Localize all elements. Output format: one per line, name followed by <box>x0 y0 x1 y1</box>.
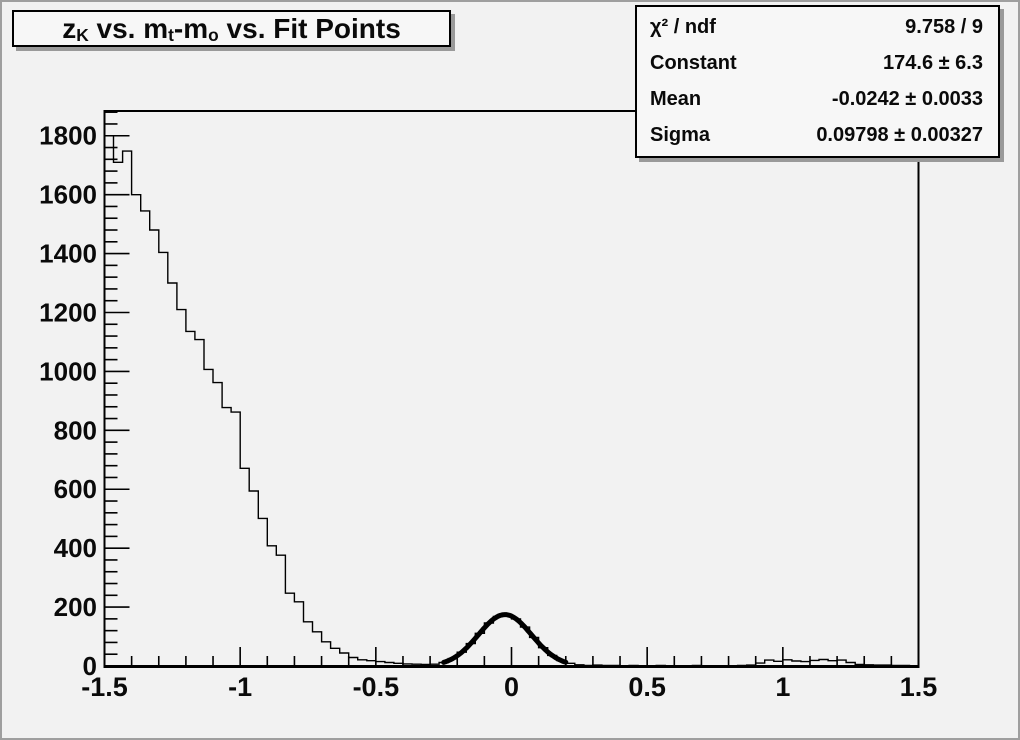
svg-text:1600: 1600 <box>39 180 97 210</box>
svg-text:200: 200 <box>54 592 97 622</box>
y-axis-labels: 0 200 400 600 800 1000 1200 1400 1600 1800 <box>39 121 97 681</box>
title-subscript-K: K <box>76 24 89 45</box>
svg-text:1: 1 <box>775 672 790 702</box>
fit-stats-box: χ² / ndf 9.758 / 9 Constant 174.6 ± 6.3 … <box>635 5 1000 158</box>
svg-text:1800: 1800 <box>39 121 97 151</box>
plot-frame <box>103 110 920 667</box>
stats-value-chi2: 9.758 / 9 <box>905 16 983 39</box>
svg-text:1.5: 1.5 <box>900 672 938 702</box>
stats-row-constant: Constant 174.6 ± 6.3 <box>637 52 998 75</box>
svg-text:800: 800 <box>54 415 97 445</box>
svg-text:-1: -1 <box>228 672 252 702</box>
svg-text:1400: 1400 <box>39 239 97 269</box>
stats-value-mean: -0.0242 ± 0.0033 <box>831 87 983 110</box>
stats-row-mean: Mean -0.0242 ± 0.0033 <box>637 88 998 111</box>
histogram-line <box>104 135 919 667</box>
title-subscript-t: t <box>168 24 174 45</box>
stats-label-chi2: χ² / ndf <box>650 16 716 39</box>
y-axis-ticks <box>105 111 130 667</box>
stats-label-sigma: Sigma <box>650 123 711 146</box>
svg-text:-0.5: -0.5 <box>353 672 400 702</box>
svg-text:1200: 1200 <box>39 297 97 327</box>
stats-row-sigma: Sigma 0.09798 ± 0.00327 <box>637 124 998 147</box>
stats-label-mean: Mean <box>650 87 702 110</box>
fit-curve <box>441 612 569 665</box>
stats-value-sigma: 0.09798 ± 0.00327 <box>816 123 983 146</box>
svg-text:600: 600 <box>54 474 97 504</box>
svg-text:400: 400 <box>54 533 97 563</box>
title-subscript-o: o <box>208 24 219 45</box>
stats-row-chi2: χ² / ndf 9.758 / 9 <box>637 16 998 39</box>
plot-title: zK vs. mt-mo vs. Fit Points <box>62 12 401 45</box>
svg-text:0: 0 <box>504 672 519 702</box>
x-axis-labels: -1.5 -1 -0.5 0 0.5 1 1.5 <box>81 672 937 702</box>
x-axis-ticks <box>103 647 920 665</box>
svg-text:0: 0 <box>83 651 97 681</box>
plot-title-box: zK vs. mt-mo vs. Fit Points <box>12 10 451 47</box>
svg-text:-1.5: -1.5 <box>81 672 128 702</box>
svg-text:0.5: 0.5 <box>628 672 666 702</box>
stats-value-constant: 174.6 ± 6.3 <box>883 52 983 75</box>
stats-label-constant: Constant <box>650 52 737 75</box>
svg-text:1000: 1000 <box>39 356 97 386</box>
